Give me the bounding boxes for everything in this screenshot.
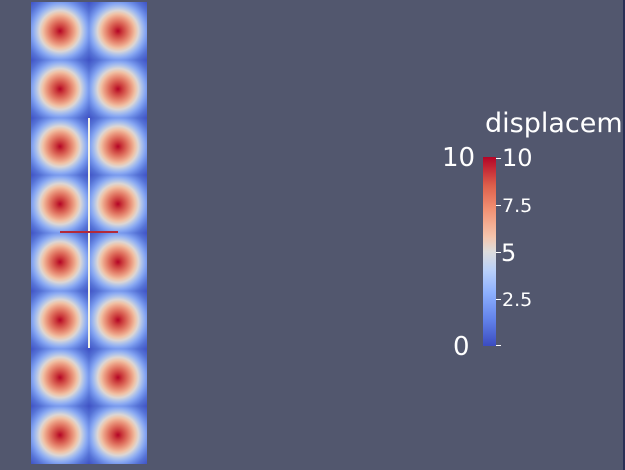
legend-tick-label: 2.5 xyxy=(502,289,533,311)
legend-tick xyxy=(496,205,501,206)
color-legend-bar[interactable] xyxy=(483,157,496,346)
field-cell xyxy=(31,59,89,118)
field-cell xyxy=(31,290,89,349)
field-cell xyxy=(89,233,147,291)
field-cell xyxy=(31,2,89,60)
field-cell xyxy=(89,117,147,176)
legend-tick-label: 10 xyxy=(502,144,533,172)
field-cell xyxy=(31,406,89,464)
field-cell xyxy=(89,59,147,118)
field-cell xyxy=(89,175,147,233)
field-cell xyxy=(31,348,89,407)
legend-tick-label: 5 xyxy=(501,239,517,267)
legend-tick xyxy=(496,252,501,253)
field-cell xyxy=(89,290,147,349)
legend-tick-label: 7.5 xyxy=(502,195,533,217)
legend-tick xyxy=(496,158,501,159)
probe-line-horizontal[interactable] xyxy=(60,231,118,233)
field-cell xyxy=(89,406,147,464)
legend-tick xyxy=(496,299,501,300)
field-cell xyxy=(31,175,89,233)
color-legend-title: displacem xyxy=(485,108,623,139)
probe-line-vertical[interactable] xyxy=(88,118,90,348)
legend-range-max-label: 10 xyxy=(442,143,476,173)
legend-tick xyxy=(496,345,501,346)
displacement-field-mesh[interactable] xyxy=(31,2,147,464)
field-cell xyxy=(89,348,147,407)
viewport-border xyxy=(623,0,625,470)
legend-range-min-label: 0 xyxy=(453,332,470,362)
field-cell xyxy=(89,2,147,60)
field-cell xyxy=(31,233,89,291)
field-cell xyxy=(31,117,89,176)
